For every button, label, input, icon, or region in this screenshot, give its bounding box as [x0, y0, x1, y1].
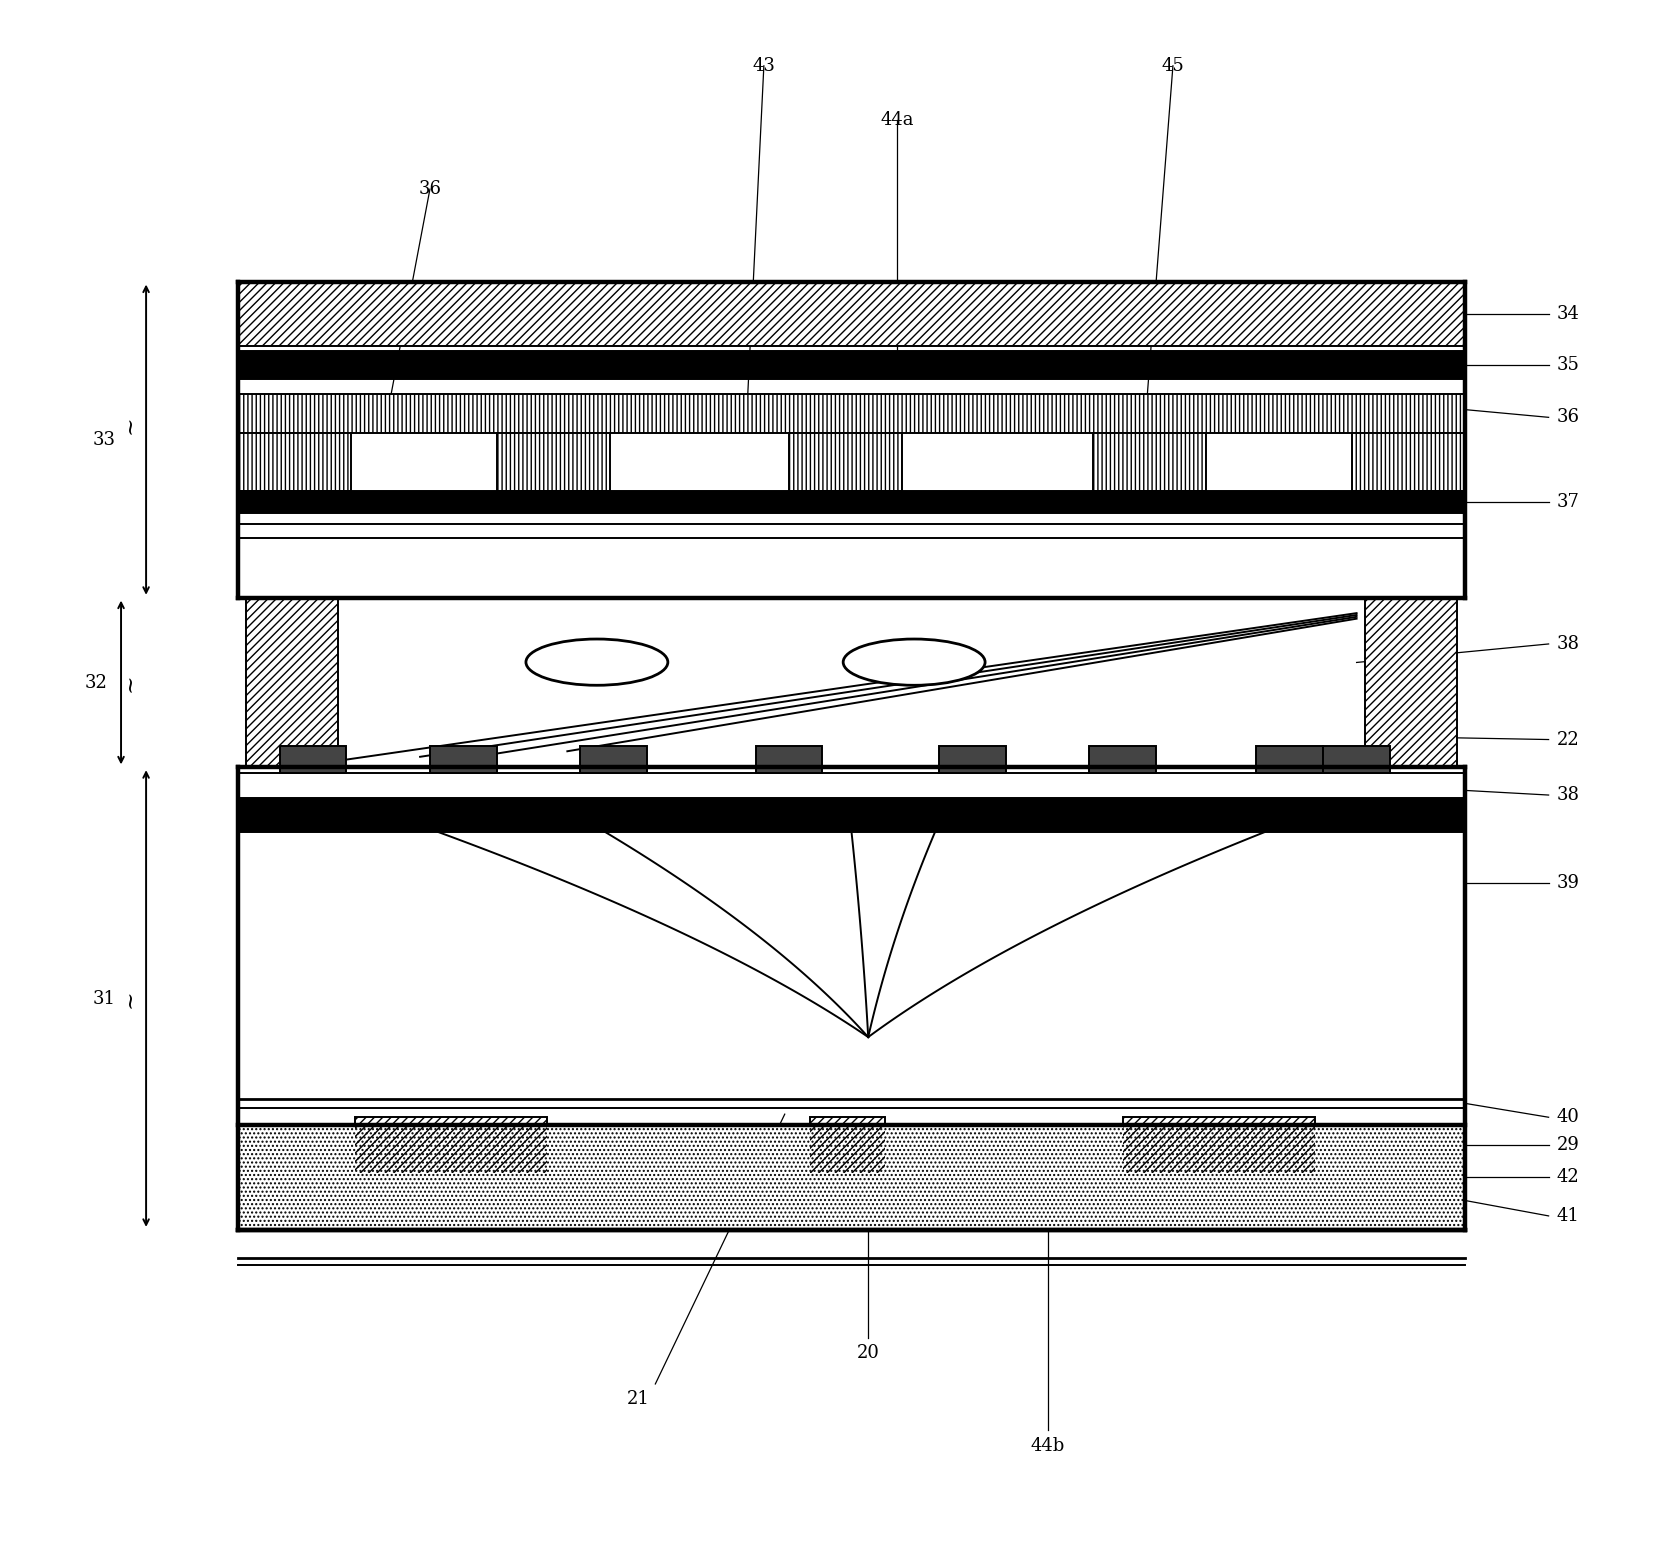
- Text: ~: ~: [119, 989, 141, 1008]
- Bar: [1092, 432, 1206, 491]
- Text: 22: 22: [1557, 730, 1579, 749]
- Bar: [238, 394, 1465, 432]
- Text: 33: 33: [92, 431, 116, 448]
- Text: 31: 31: [92, 989, 116, 1008]
- Bar: [497, 432, 611, 491]
- Bar: [1351, 432, 1465, 491]
- Bar: [1364, 600, 1457, 766]
- Bar: [238, 798, 1465, 832]
- Ellipse shape: [525, 639, 668, 685]
- Text: 44b: 44b: [1030, 1437, 1066, 1454]
- Text: 43: 43: [752, 57, 775, 74]
- Bar: [354, 1118, 547, 1173]
- Bar: [940, 746, 1007, 773]
- Bar: [1257, 746, 1324, 773]
- Text: 42: 42: [1557, 1169, 1579, 1186]
- Bar: [247, 600, 337, 766]
- Text: 40: 40: [1557, 1108, 1579, 1127]
- Text: 34: 34: [1557, 305, 1579, 322]
- Text: 20: 20: [857, 1344, 879, 1362]
- Bar: [497, 432, 611, 491]
- Bar: [810, 1118, 884, 1173]
- Bar: [238, 1125, 1465, 1229]
- Text: 36: 36: [418, 180, 441, 198]
- Bar: [247, 600, 337, 766]
- Bar: [1364, 600, 1457, 766]
- Text: 44a: 44a: [881, 110, 915, 129]
- Bar: [810, 1118, 884, 1173]
- Text: 29: 29: [1557, 1136, 1579, 1155]
- Bar: [238, 350, 1465, 378]
- Text: 39: 39: [1557, 874, 1581, 891]
- Text: 38: 38: [1557, 636, 1581, 653]
- Text: 32: 32: [84, 674, 107, 691]
- Bar: [238, 1125, 1465, 1229]
- Bar: [238, 282, 1465, 346]
- Text: 45: 45: [1161, 57, 1185, 74]
- Text: 21: 21: [628, 1390, 649, 1409]
- Bar: [789, 432, 903, 491]
- Text: 41: 41: [1557, 1207, 1579, 1224]
- Bar: [1351, 432, 1465, 491]
- Bar: [1092, 432, 1206, 491]
- Bar: [238, 491, 1465, 513]
- Text: ~: ~: [119, 673, 141, 691]
- Text: 36: 36: [1557, 408, 1581, 426]
- Bar: [238, 432, 351, 491]
- Text: 38: 38: [1557, 786, 1581, 804]
- Text: ~: ~: [119, 415, 141, 434]
- Bar: [280, 746, 346, 773]
- Bar: [238, 282, 1465, 346]
- Bar: [1123, 1118, 1316, 1173]
- Bar: [238, 394, 1465, 432]
- Bar: [581, 746, 648, 773]
- Bar: [1324, 746, 1389, 773]
- Bar: [238, 432, 351, 491]
- Bar: [789, 432, 903, 491]
- Text: 35: 35: [1557, 356, 1579, 374]
- Ellipse shape: [842, 639, 985, 685]
- Bar: [755, 746, 822, 773]
- Bar: [354, 1118, 547, 1173]
- Text: 37: 37: [1557, 493, 1579, 512]
- Bar: [430, 746, 497, 773]
- Bar: [1089, 746, 1156, 773]
- Bar: [1123, 1118, 1316, 1173]
